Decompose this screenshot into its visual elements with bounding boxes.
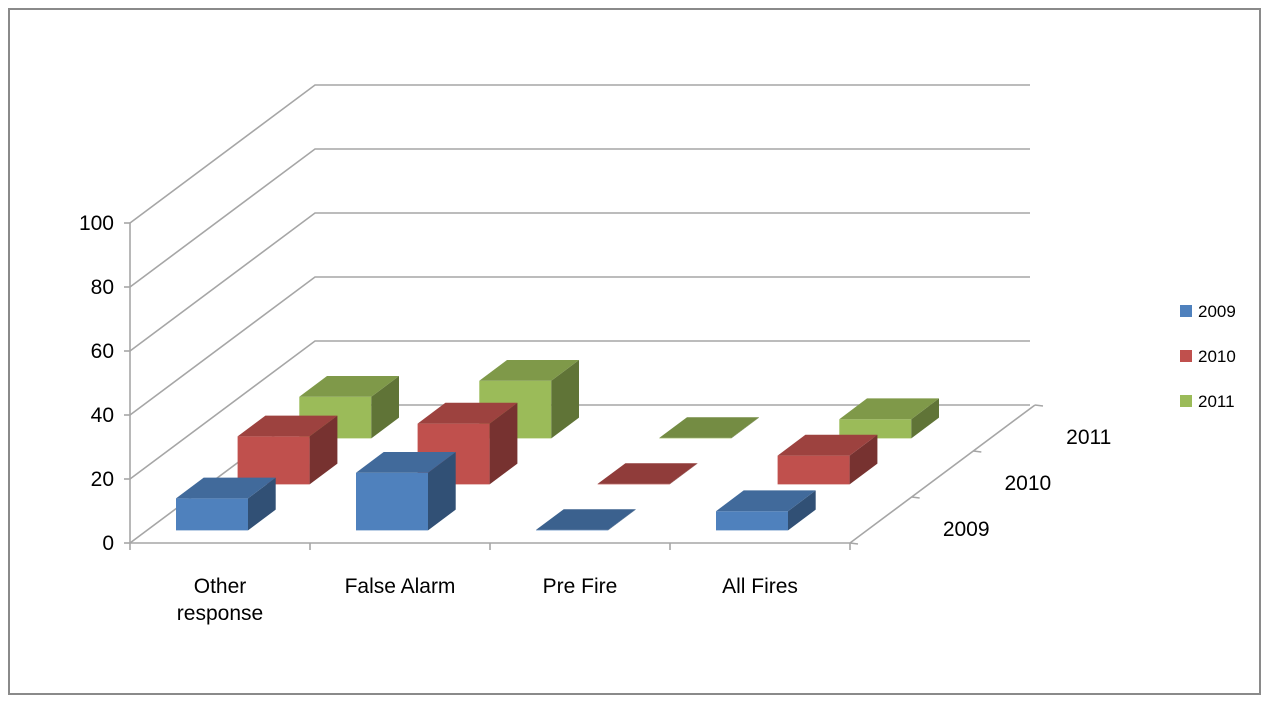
y-tick-label: 100 xyxy=(79,212,114,235)
legend: 2009 2010 2011 xyxy=(1180,302,1236,411)
category-label: False Alarm xyxy=(345,575,456,598)
y-tick-label: 60 xyxy=(91,340,114,363)
bar-front xyxy=(597,483,670,485)
depth-label: 2011 xyxy=(1066,426,1111,449)
bar-top xyxy=(237,415,338,437)
depth-label: 2010 xyxy=(1005,472,1052,495)
bar-side xyxy=(849,434,878,485)
bar-side xyxy=(731,417,759,439)
bar-top xyxy=(536,509,636,530)
chart-frame xyxy=(8,8,1261,695)
gridline xyxy=(129,148,1030,288)
bar-top xyxy=(299,376,399,397)
bar-front xyxy=(356,472,428,531)
bar-2010-2 xyxy=(597,463,698,485)
bar-side xyxy=(911,398,939,439)
bar-side xyxy=(489,402,518,485)
legend-swatch xyxy=(1180,395,1192,407)
bar-side xyxy=(248,477,276,531)
bar-side xyxy=(608,509,636,531)
bar-front xyxy=(237,436,310,485)
bar-top xyxy=(716,490,816,512)
gridline xyxy=(129,84,1030,224)
depth-axis-labels: 2009 2010 2011 xyxy=(943,426,1112,541)
depth-tick-mark xyxy=(973,450,982,453)
bar-2009-2 xyxy=(536,509,636,531)
category-label: Other response xyxy=(177,575,263,625)
bar-front xyxy=(777,455,850,485)
bar-top xyxy=(597,463,698,484)
bar-front xyxy=(536,529,608,531)
y-tick-label: 0 xyxy=(102,532,114,555)
depth-tick-mark xyxy=(911,496,920,499)
bar-front xyxy=(659,437,732,439)
bar-front xyxy=(839,419,912,439)
legend-swatch xyxy=(1180,305,1192,317)
bar-top xyxy=(839,398,939,420)
legend-label: 2010 xyxy=(1198,347,1236,366)
bar-top xyxy=(777,434,878,456)
depth-label: 2009 xyxy=(943,518,990,541)
bar-side xyxy=(428,452,456,531)
bars xyxy=(176,360,939,531)
category-label: All Fires xyxy=(722,575,798,598)
bar-2010-0 xyxy=(237,415,338,485)
depth-tick-mark xyxy=(1034,404,1044,407)
y-axis-ticks: 0 20 40 60 80 100 xyxy=(79,212,114,555)
legend-swatch xyxy=(1180,350,1192,362)
bar-side xyxy=(371,376,399,439)
y-tick-label: 40 xyxy=(91,404,114,427)
bar-2009-3 xyxy=(716,490,816,531)
bar-2009-0 xyxy=(176,477,276,531)
gridline xyxy=(129,276,1030,416)
bar-front xyxy=(176,498,248,531)
legend-label: 2011 xyxy=(1198,392,1235,411)
bar-top xyxy=(659,417,759,438)
bar-top xyxy=(417,402,518,424)
y-tick-label: 80 xyxy=(91,276,114,299)
gridline xyxy=(129,340,1030,480)
bar-top xyxy=(479,360,579,381)
bar-top xyxy=(356,452,456,473)
depth-tick-mark xyxy=(849,542,859,545)
x-axis-categories: Other response False Alarm Pre Fire All Fire… xyxy=(177,575,798,625)
legend-label: 2009 xyxy=(1198,302,1236,321)
category-label: Pre Fire xyxy=(543,575,618,598)
bar-2009-1 xyxy=(356,452,456,531)
bar-2011-3 xyxy=(839,398,939,439)
y-tick-label: 20 xyxy=(91,468,114,491)
bar-side xyxy=(309,415,338,485)
bar-side xyxy=(788,490,816,531)
bar-2010-3 xyxy=(777,434,878,485)
gridline xyxy=(129,212,1030,352)
bar-2011-2 xyxy=(659,417,759,439)
bar-top xyxy=(176,477,276,499)
bar-front xyxy=(716,511,788,531)
bar-side xyxy=(669,463,698,485)
bar-side xyxy=(551,360,579,439)
